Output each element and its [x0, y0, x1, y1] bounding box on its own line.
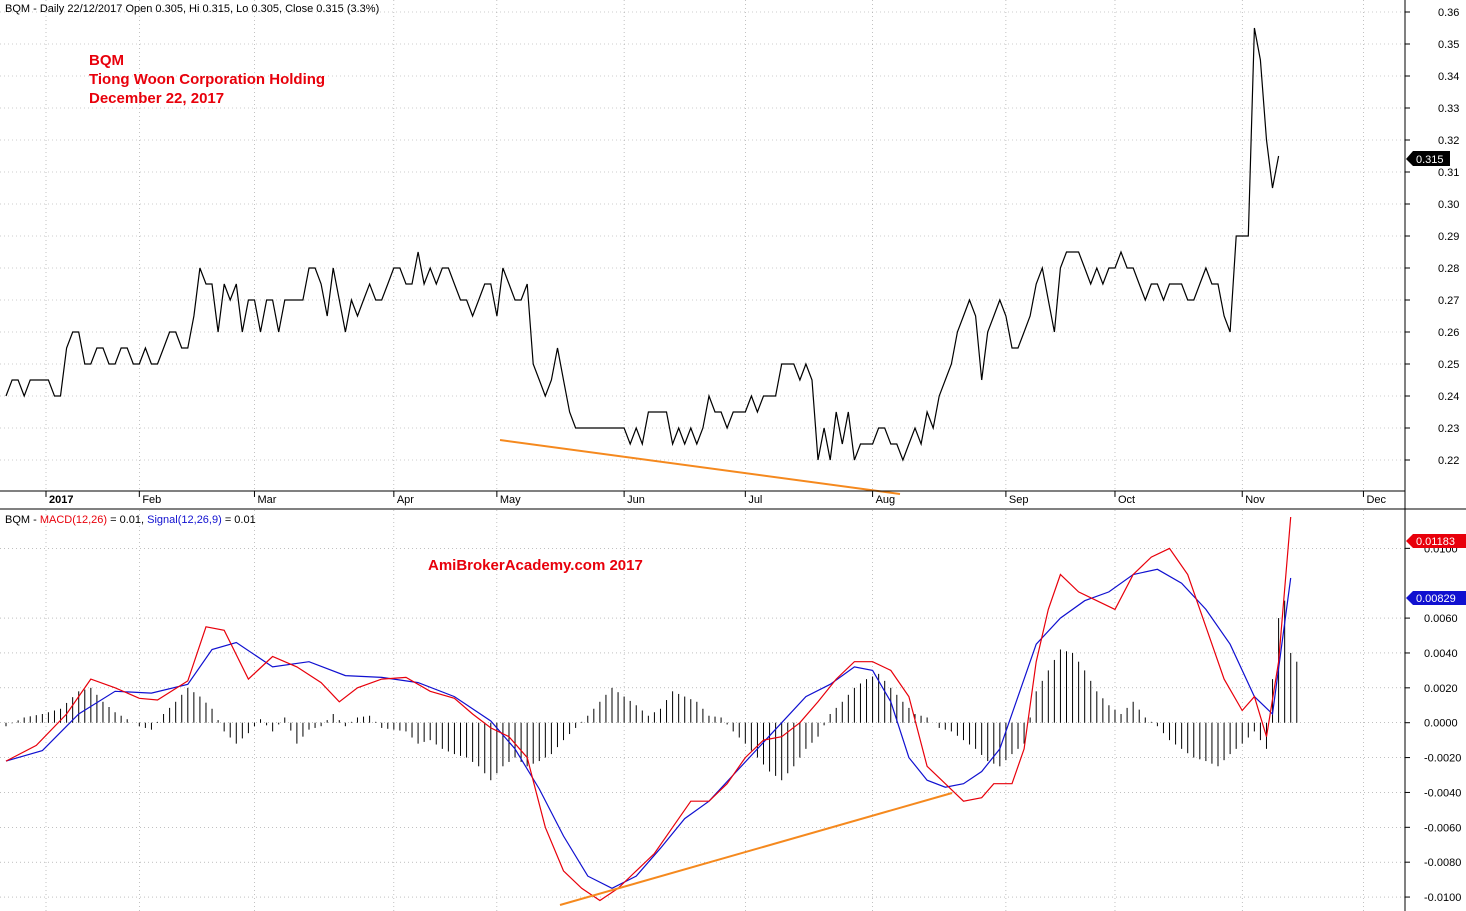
macd-tick-label: 0.0020 — [1424, 683, 1458, 695]
month-tick-label: Aug — [876, 494, 896, 506]
month-tick-label: Oct — [1118, 494, 1135, 506]
price-tick-label: 0.31 — [1438, 167, 1459, 179]
month-tick-label: Apr — [397, 494, 414, 506]
price-support-trendline — [499, 439, 901, 495]
macd-tick-label: -0.0100 — [1424, 892, 1461, 904]
price-tick-label: 0.23 — [1438, 423, 1459, 435]
annotation-date: December 22, 2017 — [89, 90, 224, 107]
price-header: BQM - Daily 22/12/2017 Open 0.305, Hi 0.… — [5, 3, 379, 15]
month-tick-label: Mar — [257, 494, 276, 506]
month-tick-label: May — [500, 494, 521, 506]
price-tick-label: 0.25 — [1438, 359, 1459, 371]
macd-tick-label: -0.0080 — [1424, 857, 1461, 869]
macd-tick-label: -0.0040 — [1424, 787, 1461, 799]
macd-value-badge: 0.01183 — [1406, 534, 1466, 548]
price-tick-label: 0.32 — [1438, 135, 1459, 147]
price-tick-label: 0.28 — [1438, 263, 1459, 275]
macd-series-line — [5, 516, 1292, 902]
month-tick-label: Dec — [1366, 494, 1386, 506]
macd-header: BQM - MACD(12,26) = 0.01, Signal(12,26,9… — [5, 514, 256, 526]
month-tick-label: 2017 — [49, 494, 73, 506]
macd-tick-label: 0.0060 — [1424, 613, 1458, 625]
price-tick-label: 0.27 — [1438, 295, 1459, 307]
macd-tick-label: 0.0040 — [1424, 648, 1458, 660]
signal-value-badge: 0.00829 — [1406, 591, 1466, 605]
watermark: AmiBrokerAcademy.com 2017 — [428, 557, 643, 574]
price-tick-label: 0.35 — [1438, 39, 1459, 51]
macd-tick-label: -0.0060 — [1424, 822, 1461, 834]
macd-tick-label: -0.0020 — [1424, 753, 1461, 765]
macd-divergence-trendline — [559, 792, 953, 906]
price-last-value-label: 0.315 — [1416, 154, 1444, 166]
price-x-axis: 2017 Feb Mar Apr May Jun Jul Aug Sep Oct Nov Dec — [45, 491, 1387, 506]
price-y-axis: 0.22 0.23 0.24 0.25 0.26 0.27 0.28 0.29 0.30 0.31… — [1405, 7, 1459, 467]
macd-tick-label: 0.0000 — [1424, 718, 1458, 730]
month-tick-label: Jul — [748, 494, 762, 506]
price-tick-label: 0.33 — [1438, 103, 1459, 115]
signal-value-label: 0.00829 — [1416, 593, 1456, 605]
price-last-value-badge: 0.315 — [1406, 151, 1450, 166]
price-tick-label: 0.36 — [1438, 7, 1459, 19]
month-tick-label: Nov — [1245, 494, 1265, 506]
price-tick-label: 0.30 — [1438, 199, 1459, 211]
price-series-line — [5, 27, 1280, 462]
price-tick-label: 0.26 — [1438, 327, 1459, 339]
signal-series-line — [5, 568, 1292, 889]
annotation-company: Tiong Woon Corporation Holding — [89, 71, 325, 88]
price-tick-label: 0.34 — [1438, 71, 1459, 83]
month-tick-label: Sep — [1009, 494, 1029, 506]
price-tick-label: 0.29 — [1438, 231, 1459, 243]
annotation-ticker: BQM — [89, 52, 124, 69]
macd-value-label: 0.01183 — [1416, 536, 1455, 548]
month-tick-label: Feb — [142, 494, 161, 506]
month-tick-label: Jun — [627, 494, 645, 506]
price-tick-label: 0.24 — [1438, 391, 1459, 403]
price-tick-label: 0.22 — [1438, 455, 1459, 467]
